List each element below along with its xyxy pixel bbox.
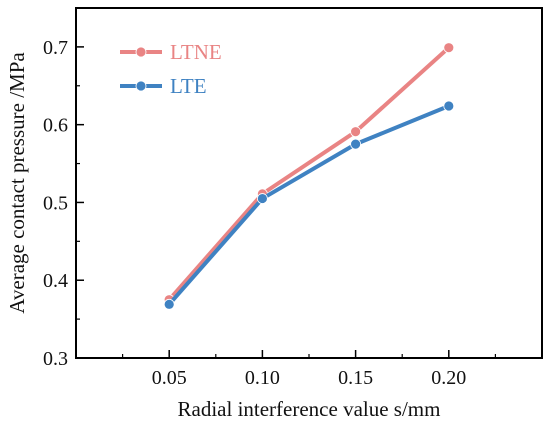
legend-label: LTNE [170,40,222,64]
plot-area [75,7,543,359]
series-lte [163,100,455,310]
series-line-ltne [167,46,451,301]
legend-label: LTE [170,74,207,98]
y-tick-label: 0.3 [43,348,68,370]
series-layer [163,42,455,310]
data-point-ltne [443,42,455,54]
legend-marker [135,46,147,58]
data-point-lte [443,100,455,112]
x-axis-label: Radial interference value s/mm [178,397,441,421]
legend-marker [135,80,147,92]
legend-item-lte: LTE [120,74,207,98]
x-tick-label: 0.05 [152,367,187,389]
y-axis-label: Average contact pressure /MPa [5,52,29,314]
x-tick-label: 0.20 [431,367,466,389]
y-tick-label: 0.6 [43,115,68,137]
series-line-lte [167,104,450,306]
data-point-lte [350,138,362,150]
y-tick-label: 0.5 [43,192,68,214]
legend: LTNE LTE [120,40,222,98]
series-ltne [163,42,455,306]
data-point-lte [256,193,268,204]
x-axis: 0.05 0.10 0.15 0.20 [121,350,496,389]
y-axis: 0.3 0.4 0.5 0.6 0.7 [43,37,84,370]
y-tick-label: 0.4 [43,270,68,292]
data-point-ltne [350,126,362,138]
x-tick-label: 0.15 [338,367,373,389]
data-point-lte [163,298,175,310]
legend-item-ltne: LTNE [120,40,222,64]
y-tick-label: 0.7 [43,37,68,59]
plot-frame [75,7,543,359]
x-tick-label: 0.10 [245,367,280,389]
